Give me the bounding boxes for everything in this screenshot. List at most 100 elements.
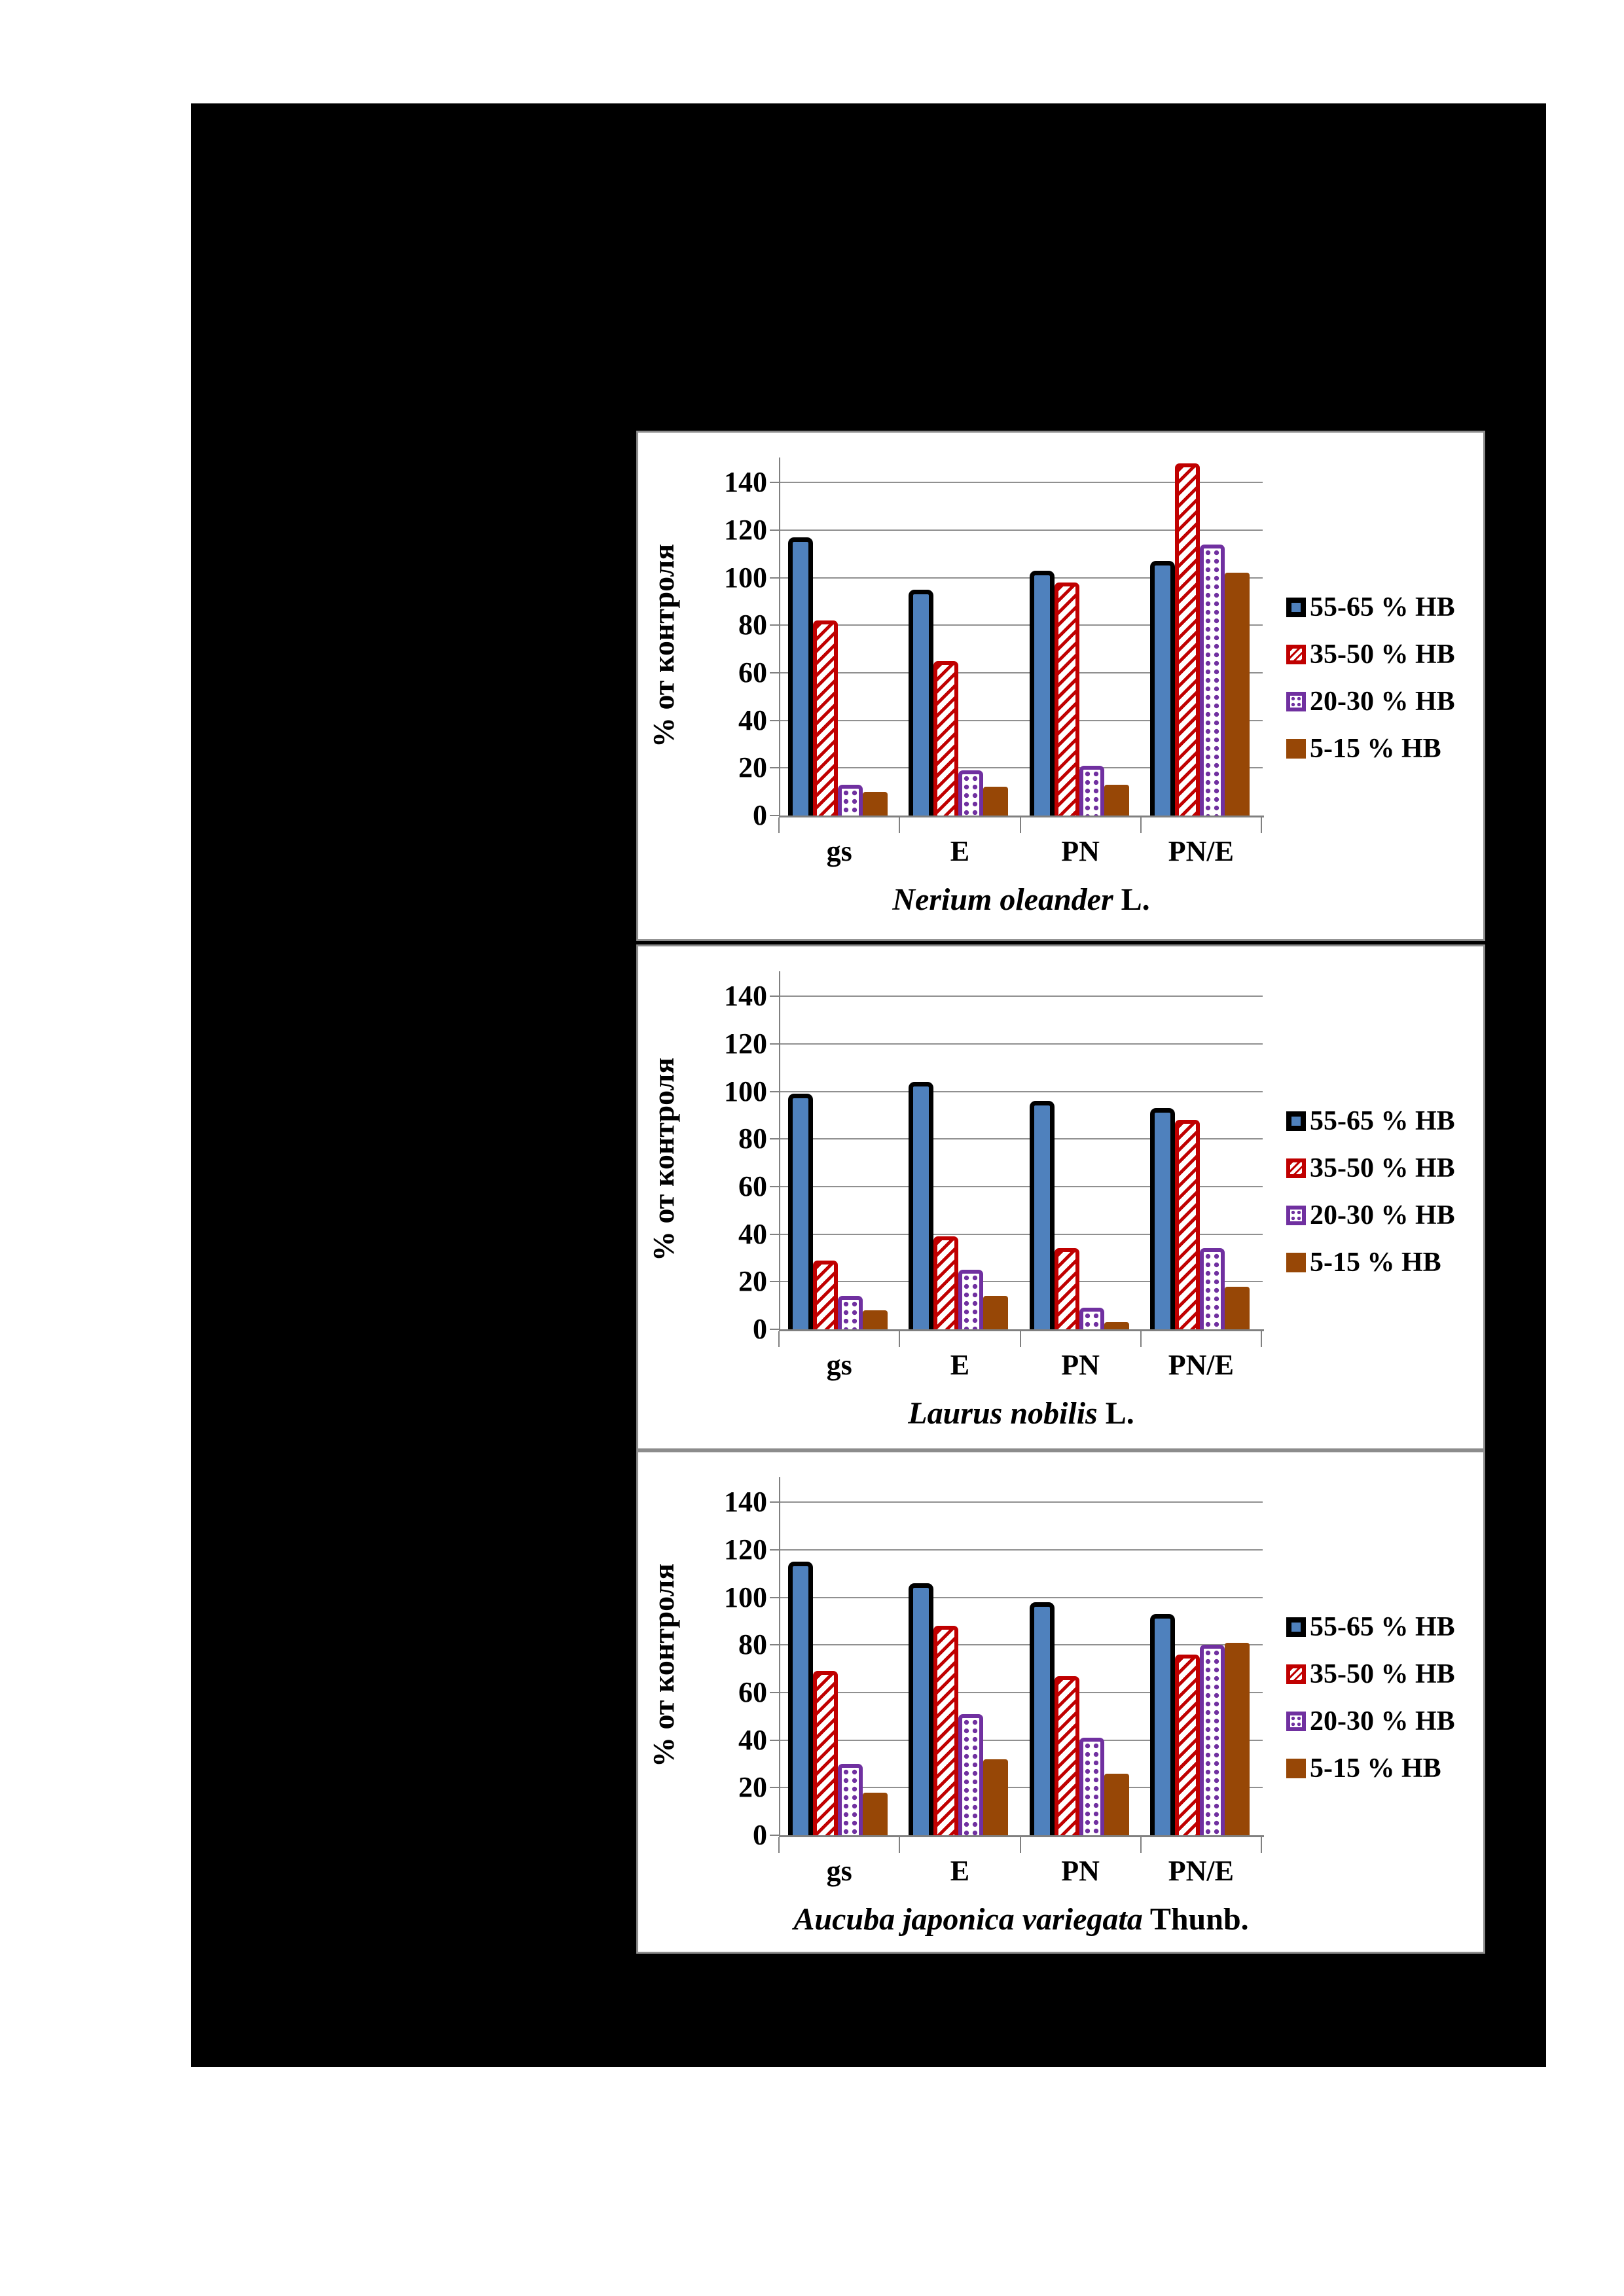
category-label-e: E <box>950 835 970 867</box>
x-axis-tick <box>1261 1837 1262 1853</box>
bar-series4-E <box>983 1759 1009 1835</box>
bar-series1-PN <box>1029 1602 1055 1835</box>
y-tick-label: 80 <box>738 1628 767 1661</box>
x-axis-tick <box>1261 1331 1262 1347</box>
y-tick-label: 120 <box>724 514 767 546</box>
y-axis-tick <box>770 672 780 673</box>
category-label-e: E <box>950 1349 970 1381</box>
bar-series1-PN/E <box>1149 1614 1175 1835</box>
gridline <box>779 1692 1263 1693</box>
x-axis-tick <box>778 1837 780 1853</box>
bar-series3-PN/E <box>1199 544 1225 816</box>
legend-swatch-icon <box>1286 1617 1306 1637</box>
category-label-e: E <box>950 1855 970 1887</box>
y-axis-tick <box>770 1644 780 1646</box>
x-axis-tick <box>1140 817 1142 833</box>
bar-series3-PN <box>1079 1308 1104 1329</box>
plot-area <box>779 459 1263 816</box>
y-tick-label: 60 <box>738 656 767 689</box>
category-label-pn-e: PN/E <box>1168 1349 1234 1381</box>
legend-label: 35-50 % НВ <box>1310 639 1455 670</box>
y-axis-tick <box>770 767 780 769</box>
x-axis-tick <box>899 817 901 833</box>
y-tick-label: 0 <box>753 1819 767 1851</box>
bar-series1-PN <box>1029 1101 1055 1329</box>
bar-series1-gs <box>788 537 813 816</box>
y-axis-tick <box>770 1186 780 1187</box>
bar-series4-PN/E <box>1224 1642 1250 1835</box>
chart-panel-nerium-oleander: % от контроля 0 20 40 60 80 100 120 140 gs E PN PN/E… <box>636 431 1485 941</box>
legend-item: 20-30 % НВ <box>1286 1708 1455 1735</box>
y-tick-label: 40 <box>738 704 767 736</box>
bar-series3-gs <box>838 1296 863 1329</box>
bar-series3-PN <box>1079 765 1104 816</box>
bar-series4-PN <box>1104 1322 1129 1329</box>
y-axis-tick <box>770 996 780 997</box>
bar-series4-E <box>983 1296 1009 1329</box>
gridline <box>779 529 1263 531</box>
bar-series2-PN <box>1054 1248 1079 1329</box>
bar-series4-gs <box>863 1310 888 1329</box>
y-axis-line <box>779 971 780 1331</box>
y-axis-tick <box>770 1138 780 1140</box>
bar-series2-E <box>933 1626 959 1835</box>
bar-series3-PN <box>1079 1738 1104 1835</box>
legend-item: 35-50 % НВ <box>1286 641 1455 668</box>
gridline <box>779 1043 1263 1045</box>
y-axis-tick <box>770 1739 780 1741</box>
gridline <box>779 1501 1263 1503</box>
chart-title-species: Nerium oleander <box>892 882 1113 917</box>
gridline <box>779 1233 1263 1235</box>
chart-title-authority: Thunb. <box>1149 1902 1249 1937</box>
legend-swatch-icon <box>1286 692 1306 711</box>
bar-series2-E <box>933 1236 959 1329</box>
y-tick-label: 60 <box>738 1676 767 1708</box>
figure-background: % от контроля 0 20 40 60 80 100 120 140 gs E PN PN/E… <box>191 103 1546 2067</box>
legend-item: 5-15 % НВ <box>1286 1755 1455 1782</box>
y-axis-tick <box>770 719 780 721</box>
x-axis-tick <box>899 1331 901 1347</box>
chart-title: Nerium oleander L. <box>736 882 1306 918</box>
legend-item: 55-65 % НВ <box>1286 594 1455 621</box>
y-axis-tick <box>770 482 780 484</box>
legend-label: 20-30 % НВ <box>1310 1706 1455 1736</box>
x-axis-tick <box>1140 1837 1142 1853</box>
bar-series2-PN <box>1054 582 1079 816</box>
bar-series2-E <box>933 660 959 816</box>
gridline <box>779 1549 1263 1551</box>
legend-item: 20-30 % НВ <box>1286 688 1455 715</box>
legend-item: 35-50 % НВ <box>1286 1660 1455 1688</box>
legend-swatch-icon <box>1286 1759 1306 1778</box>
bar-series1-E <box>909 1082 934 1329</box>
plot-area <box>779 1479 1263 1835</box>
y-axis-title: % от контроля <box>647 543 680 747</box>
bar-series4-E <box>983 787 1009 816</box>
legend-swatch-icon <box>1286 1158 1306 1178</box>
y-axis-tick <box>770 1692 780 1693</box>
legend-swatch-icon <box>1286 645 1306 664</box>
y-tick-label: 100 <box>724 561 767 594</box>
y-tick-label: 0 <box>753 1313 767 1345</box>
legend-label: 20-30 % НВ <box>1310 1200 1455 1230</box>
y-axis-tick <box>770 1596 780 1598</box>
bar-series1-PN <box>1029 570 1055 816</box>
legend-label: 55-65 % НВ <box>1310 1612 1455 1642</box>
y-tick-label: 120 <box>724 1534 767 1566</box>
y-axis-tick <box>770 624 780 626</box>
legend-swatch-icon <box>1286 1664 1306 1684</box>
category-label-pn: PN <box>1061 1349 1100 1381</box>
plot-area <box>779 973 1263 1329</box>
bar-series2-gs <box>813 1671 838 1835</box>
y-axis-title: % от контроля <box>647 1563 680 1767</box>
bar-series3-gs <box>838 784 863 816</box>
y-tick-label: 100 <box>724 1581 767 1613</box>
bar-series3-E <box>958 1270 984 1329</box>
gridline <box>779 1138 1263 1140</box>
chart-panel-laurus-nobilis: % от контроля 0 20 40 60 80 100 120 140 gs E PN PN/E… <box>636 944 1485 1450</box>
bar-series3-PN/E <box>1199 1248 1225 1329</box>
gridline <box>779 767 1263 769</box>
y-tick-label: 120 <box>724 1028 767 1060</box>
bar-series2-PN/E <box>1174 1654 1200 1835</box>
bar-series2-PN/E <box>1174 1120 1200 1329</box>
category-label-gs: gs <box>826 1349 852 1381</box>
